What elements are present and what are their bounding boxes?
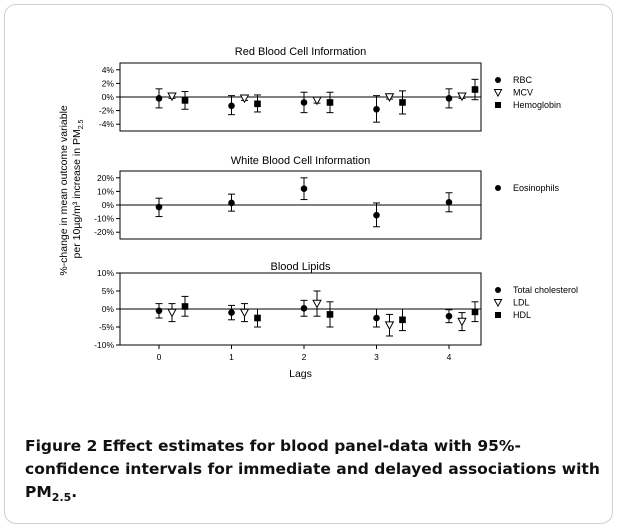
legend-marker [493, 299, 503, 308]
data-point [399, 99, 406, 106]
caption-subscript: 2.5 [51, 491, 72, 505]
data-point [155, 95, 163, 102]
y-tick-label: 10% [97, 268, 114, 278]
figure-caption: Figure 2 Effect estimates for blood pane… [25, 435, 605, 509]
legend-marker [493, 89, 503, 98]
series-eosinophils [155, 177, 453, 228]
data-point [326, 99, 334, 106]
data-point [373, 314, 380, 322]
data-point [167, 92, 177, 102]
chart-panel-1: Red Blood Cell Information -4% -2% 0% 2% 4% RB… [99, 46, 561, 132]
data-point [228, 309, 235, 316]
y-tick-label: -5% [99, 322, 115, 332]
data-point [312, 96, 322, 106]
y-tick-label: 0% [102, 92, 115, 102]
data-point [471, 308, 479, 316]
data-point [155, 203, 163, 211]
chart-title: Blood Lipids [271, 261, 331, 273]
data-point [155, 307, 163, 315]
series-ldl [167, 290, 467, 337]
data-point [254, 314, 261, 322]
y-axis-label: %-change in mean outcome variable per 10… [58, 102, 85, 275]
data-point [181, 303, 189, 310]
figure-plots: %-change in mean outcome variable per 10… [58, 46, 578, 380]
chart-panel-2: White Blood Cell Information -20% -10% 0% 10… [94, 155, 560, 240]
legend-label: LDL [513, 298, 530, 308]
series-mcv [167, 92, 467, 106]
x-tick-label: 4 [447, 352, 452, 362]
data-point [373, 211, 380, 219]
data-point [471, 86, 479, 93]
chart-title: Red Blood Cell Information [235, 46, 366, 58]
data-point [457, 317, 467, 327]
data-point [239, 308, 250, 318]
series-rbc [155, 88, 453, 123]
data-point [326, 311, 334, 318]
data-point [384, 321, 395, 331]
data-point [300, 99, 308, 106]
y-tick-label: 10% [97, 186, 114, 196]
y-axis-label-line1: %-change in mean outcome variable [58, 105, 70, 276]
data-point [300, 185, 308, 192]
x-tick-label: 2 [302, 352, 307, 362]
chart-panels: Red Blood Cell Information -4% -2% 0% 2% 4% RB… [94, 46, 578, 380]
data-point [239, 94, 250, 104]
y-tick-label: 20% [97, 173, 114, 183]
caption-label: Figure 2 [25, 437, 98, 455]
y-tick-label: 2% [102, 78, 115, 88]
y-tick-label: 5% [102, 286, 115, 296]
series-total-cholesterol [155, 299, 453, 328]
data-point [399, 316, 406, 324]
y-axis-label-line2-prefix: per 10µg/m³ increase in PM [71, 129, 83, 258]
x-axis-label: Lags [289, 368, 312, 380]
legend-marker [495, 287, 501, 293]
y-tick-label: 0% [102, 200, 115, 210]
data-point [373, 105, 380, 113]
legend: Eosinophils [495, 183, 560, 193]
legend-marker [495, 312, 501, 318]
caption-end: . [71, 483, 78, 501]
y-tick-label: 4% [102, 65, 115, 75]
legend-marker [495, 102, 501, 108]
legend: RBC MCV Hemoglobin [493, 75, 561, 110]
y-tick-label: -20% [94, 227, 114, 237]
x-tick-label: 1 [229, 352, 234, 362]
data-point [254, 100, 261, 108]
data-point [384, 93, 395, 102]
y-tick-label: 0% [102, 304, 115, 314]
data-point [228, 199, 235, 207]
legend-label: Total cholesterol [513, 285, 578, 295]
series-hemoglobin [181, 78, 479, 115]
legend-label: Hemoglobin [513, 100, 561, 110]
data-point [167, 308, 177, 318]
legend: Total cholesterol LDL HDL [493, 285, 578, 320]
series-hdl [181, 295, 479, 332]
chart-panel-3: Blood Lipids -10% -5% 0% 5% 10% 0 1 2 3 4 Lags Total… [94, 261, 578, 380]
y-axis-label-line2-sub: 2.5 [78, 119, 85, 129]
data-point [445, 198, 453, 206]
y-tick-label: -2% [99, 106, 115, 116]
data-point [312, 299, 322, 309]
y-axis-label-line2: per 10µg/m³ increase in PM2.5 [71, 119, 85, 258]
y-tick-label: -10% [94, 340, 114, 350]
legend-label: MCV [513, 88, 533, 98]
y-tick-label: -10% [94, 214, 114, 224]
chart-title: White Blood Cell Information [231, 155, 370, 167]
caption-text: Effect estimates for blood panel-data wi… [25, 437, 600, 501]
x-tick-label: 3 [374, 352, 379, 362]
y-tick-label: -4% [99, 119, 115, 129]
data-point [300, 304, 308, 312]
legend-marker [495, 185, 501, 191]
data-point [457, 92, 467, 102]
legend-label: HDL [513, 310, 531, 320]
data-point [181, 97, 189, 104]
data-point [445, 95, 453, 102]
legend-label: RBC [513, 75, 533, 85]
data-point [228, 102, 235, 110]
legend-label: Eosinophils [513, 183, 560, 193]
figure-frame: %-change in mean outcome variable per 10… [4, 4, 613, 524]
x-tick-label: 0 [157, 352, 162, 362]
legend-marker [495, 77, 501, 83]
data-point [445, 312, 453, 320]
